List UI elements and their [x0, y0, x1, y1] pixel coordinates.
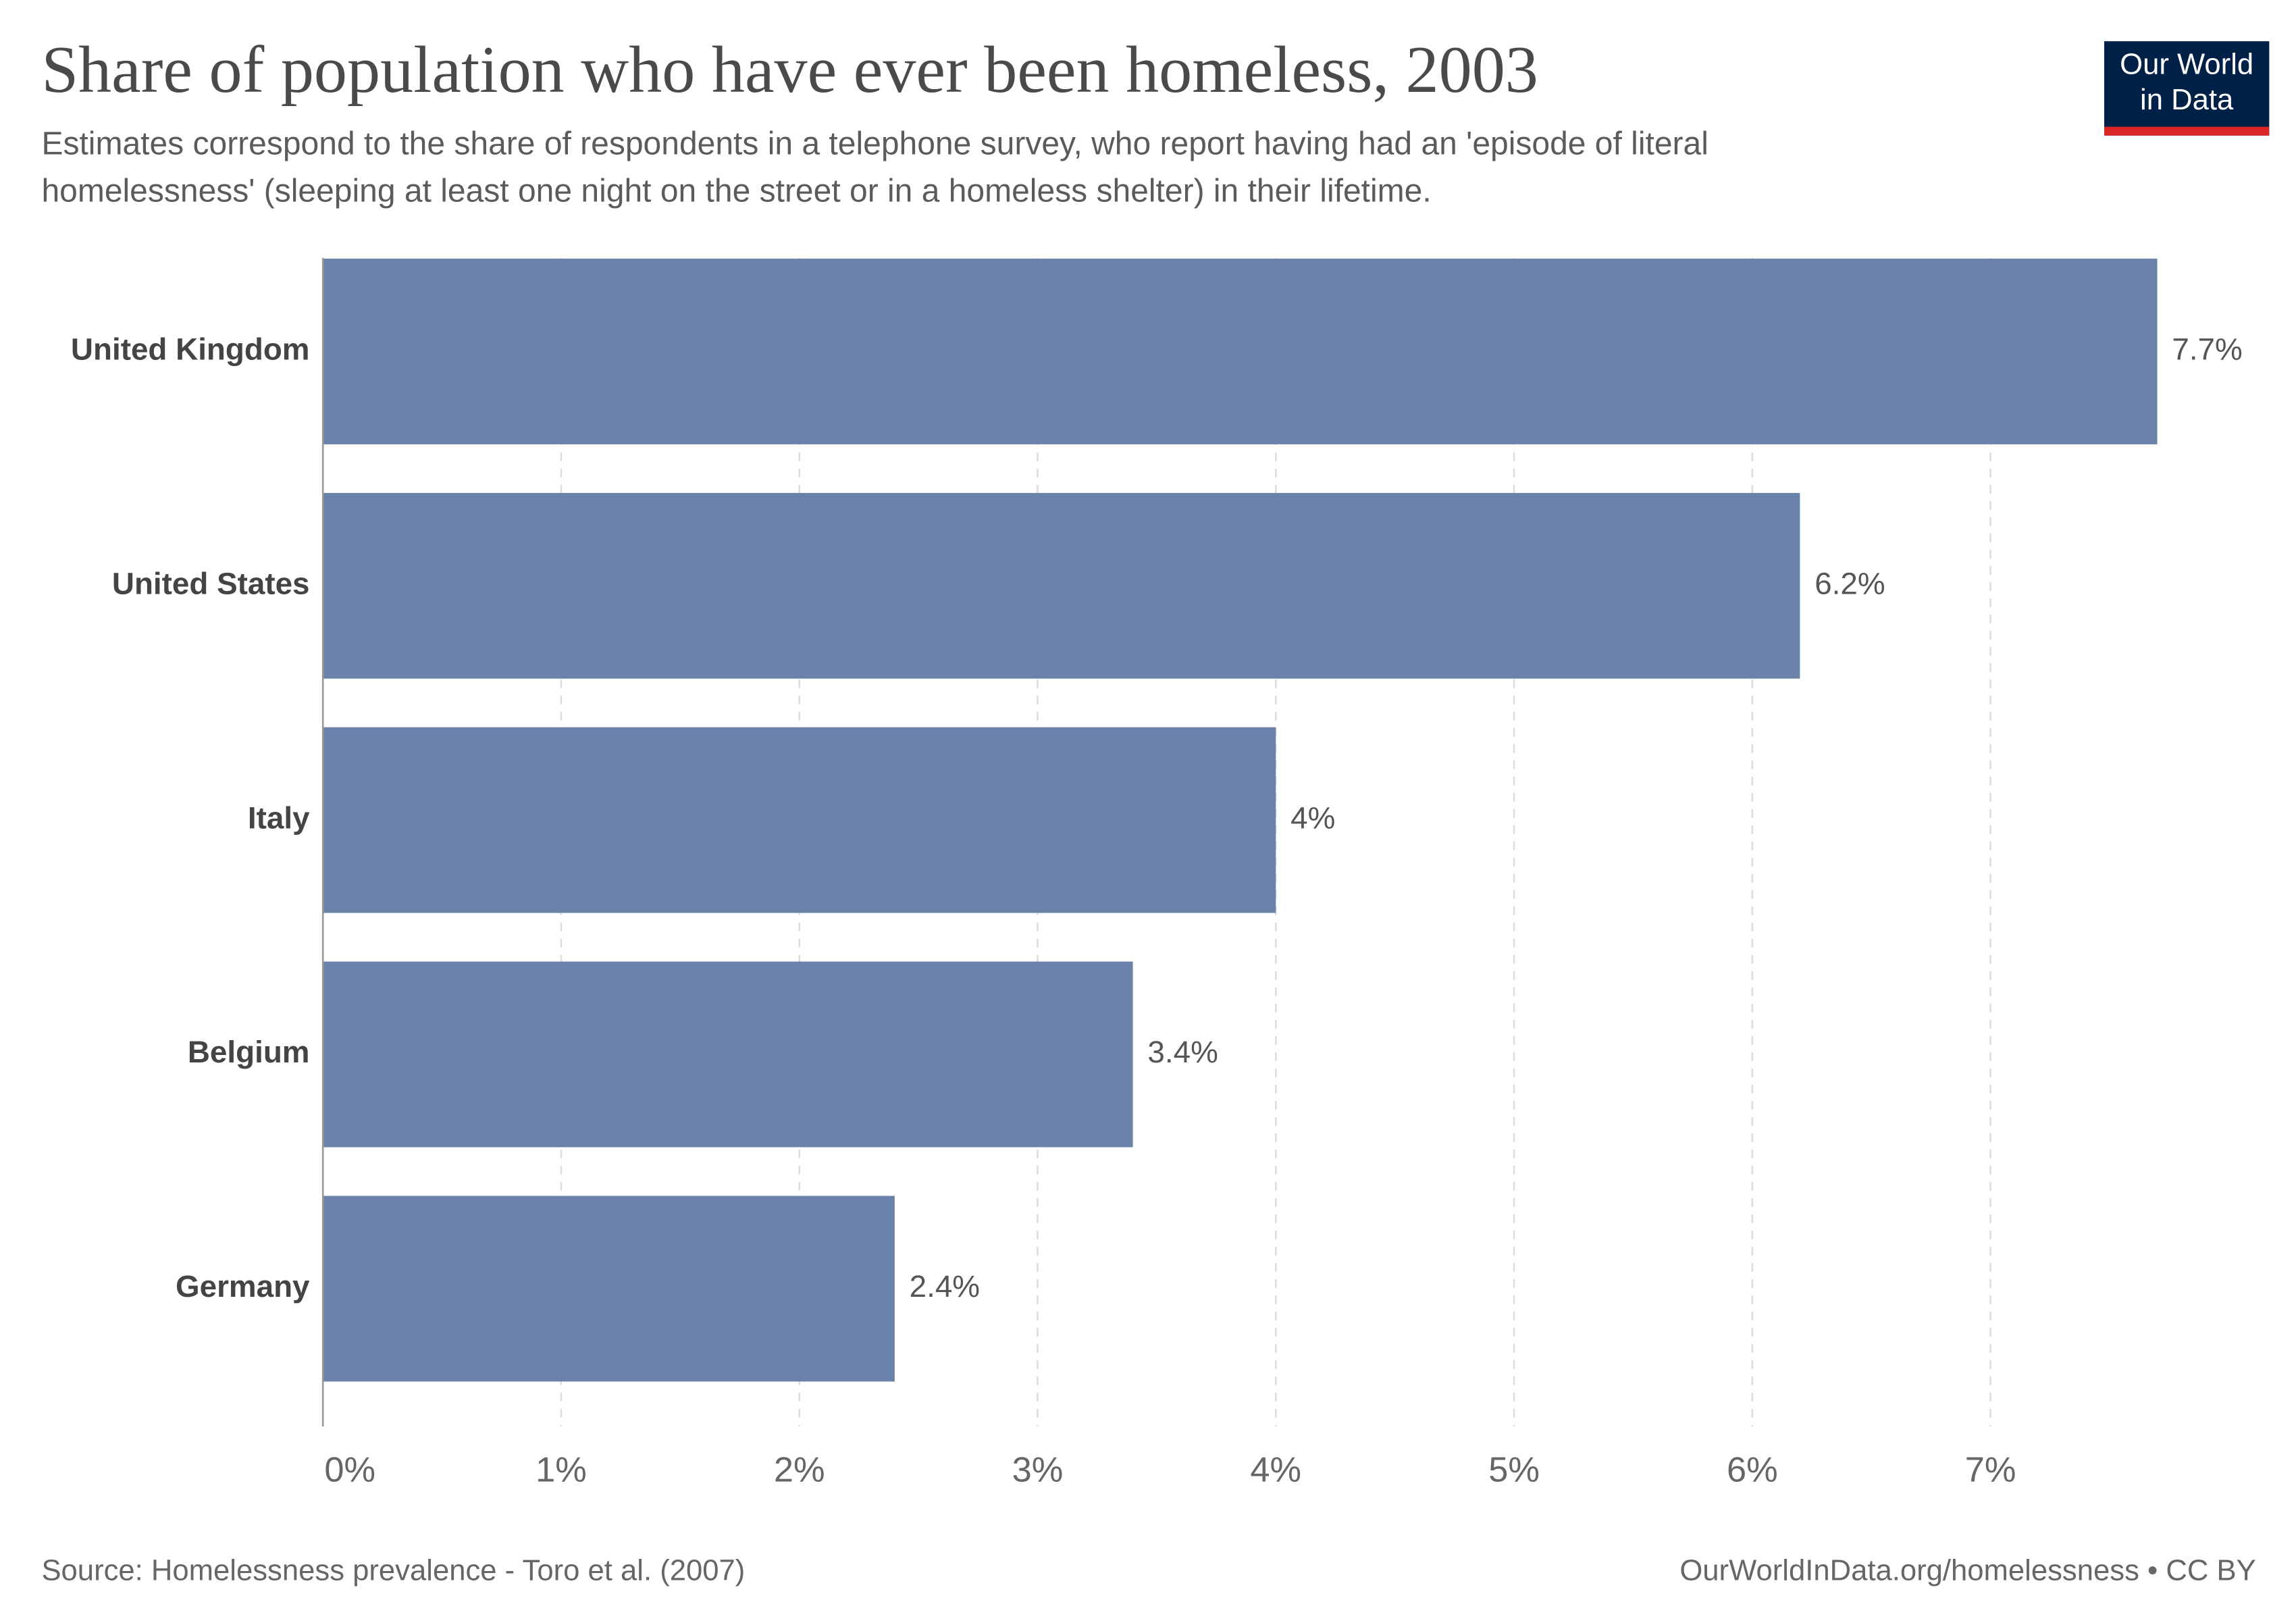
bar [323, 258, 2158, 444]
y-tick-label: United States [112, 566, 310, 600]
logo-text: Our World [2120, 49, 2253, 81]
subtitle: homelessness' (sleeping at least one nig… [41, 173, 1431, 209]
credit: OurWorldInData.org/homelessness • CC BY [1679, 1555, 2255, 1587]
bar [323, 1195, 895, 1382]
x-tick-label: 4% [1250, 1450, 1301, 1489]
bar [323, 727, 1276, 913]
data-label: 4% [1290, 800, 1335, 835]
bar [323, 961, 1133, 1148]
bar [323, 492, 1800, 679]
subtitle: Estimates correspond to the share of res… [41, 126, 1708, 162]
x-tick-label: 0% [324, 1450, 375, 1489]
logo-box [2104, 41, 2270, 136]
x-tick-label: 6% [1727, 1450, 1778, 1489]
x-tick-label: 3% [1012, 1450, 1064, 1489]
source: Source: Homelessness prevalence - Toro e… [41, 1555, 745, 1587]
x-tick-label: 2% [774, 1450, 825, 1489]
y-tick-label: United Kingdom [71, 332, 310, 366]
y-tick-label: Germany [176, 1269, 310, 1304]
x-tick-label: 7% [1965, 1450, 2016, 1489]
x-tick-label: 1% [536, 1450, 587, 1489]
data-label: 2.4% [910, 1269, 980, 1304]
chart-title: Share of population who have ever been h… [41, 34, 1538, 107]
data-label: 3.4% [1147, 1035, 1218, 1069]
x-tick-label: 5% [1488, 1450, 1540, 1489]
data-label: 7.7% [2172, 332, 2242, 366]
y-tick-label: Italy [248, 800, 310, 835]
logo-bar [2104, 126, 2270, 136]
logo-text: in Data [2140, 84, 2234, 116]
data-label: 6.2% [1815, 566, 1885, 600]
y-tick-label: Belgium [188, 1035, 310, 1069]
